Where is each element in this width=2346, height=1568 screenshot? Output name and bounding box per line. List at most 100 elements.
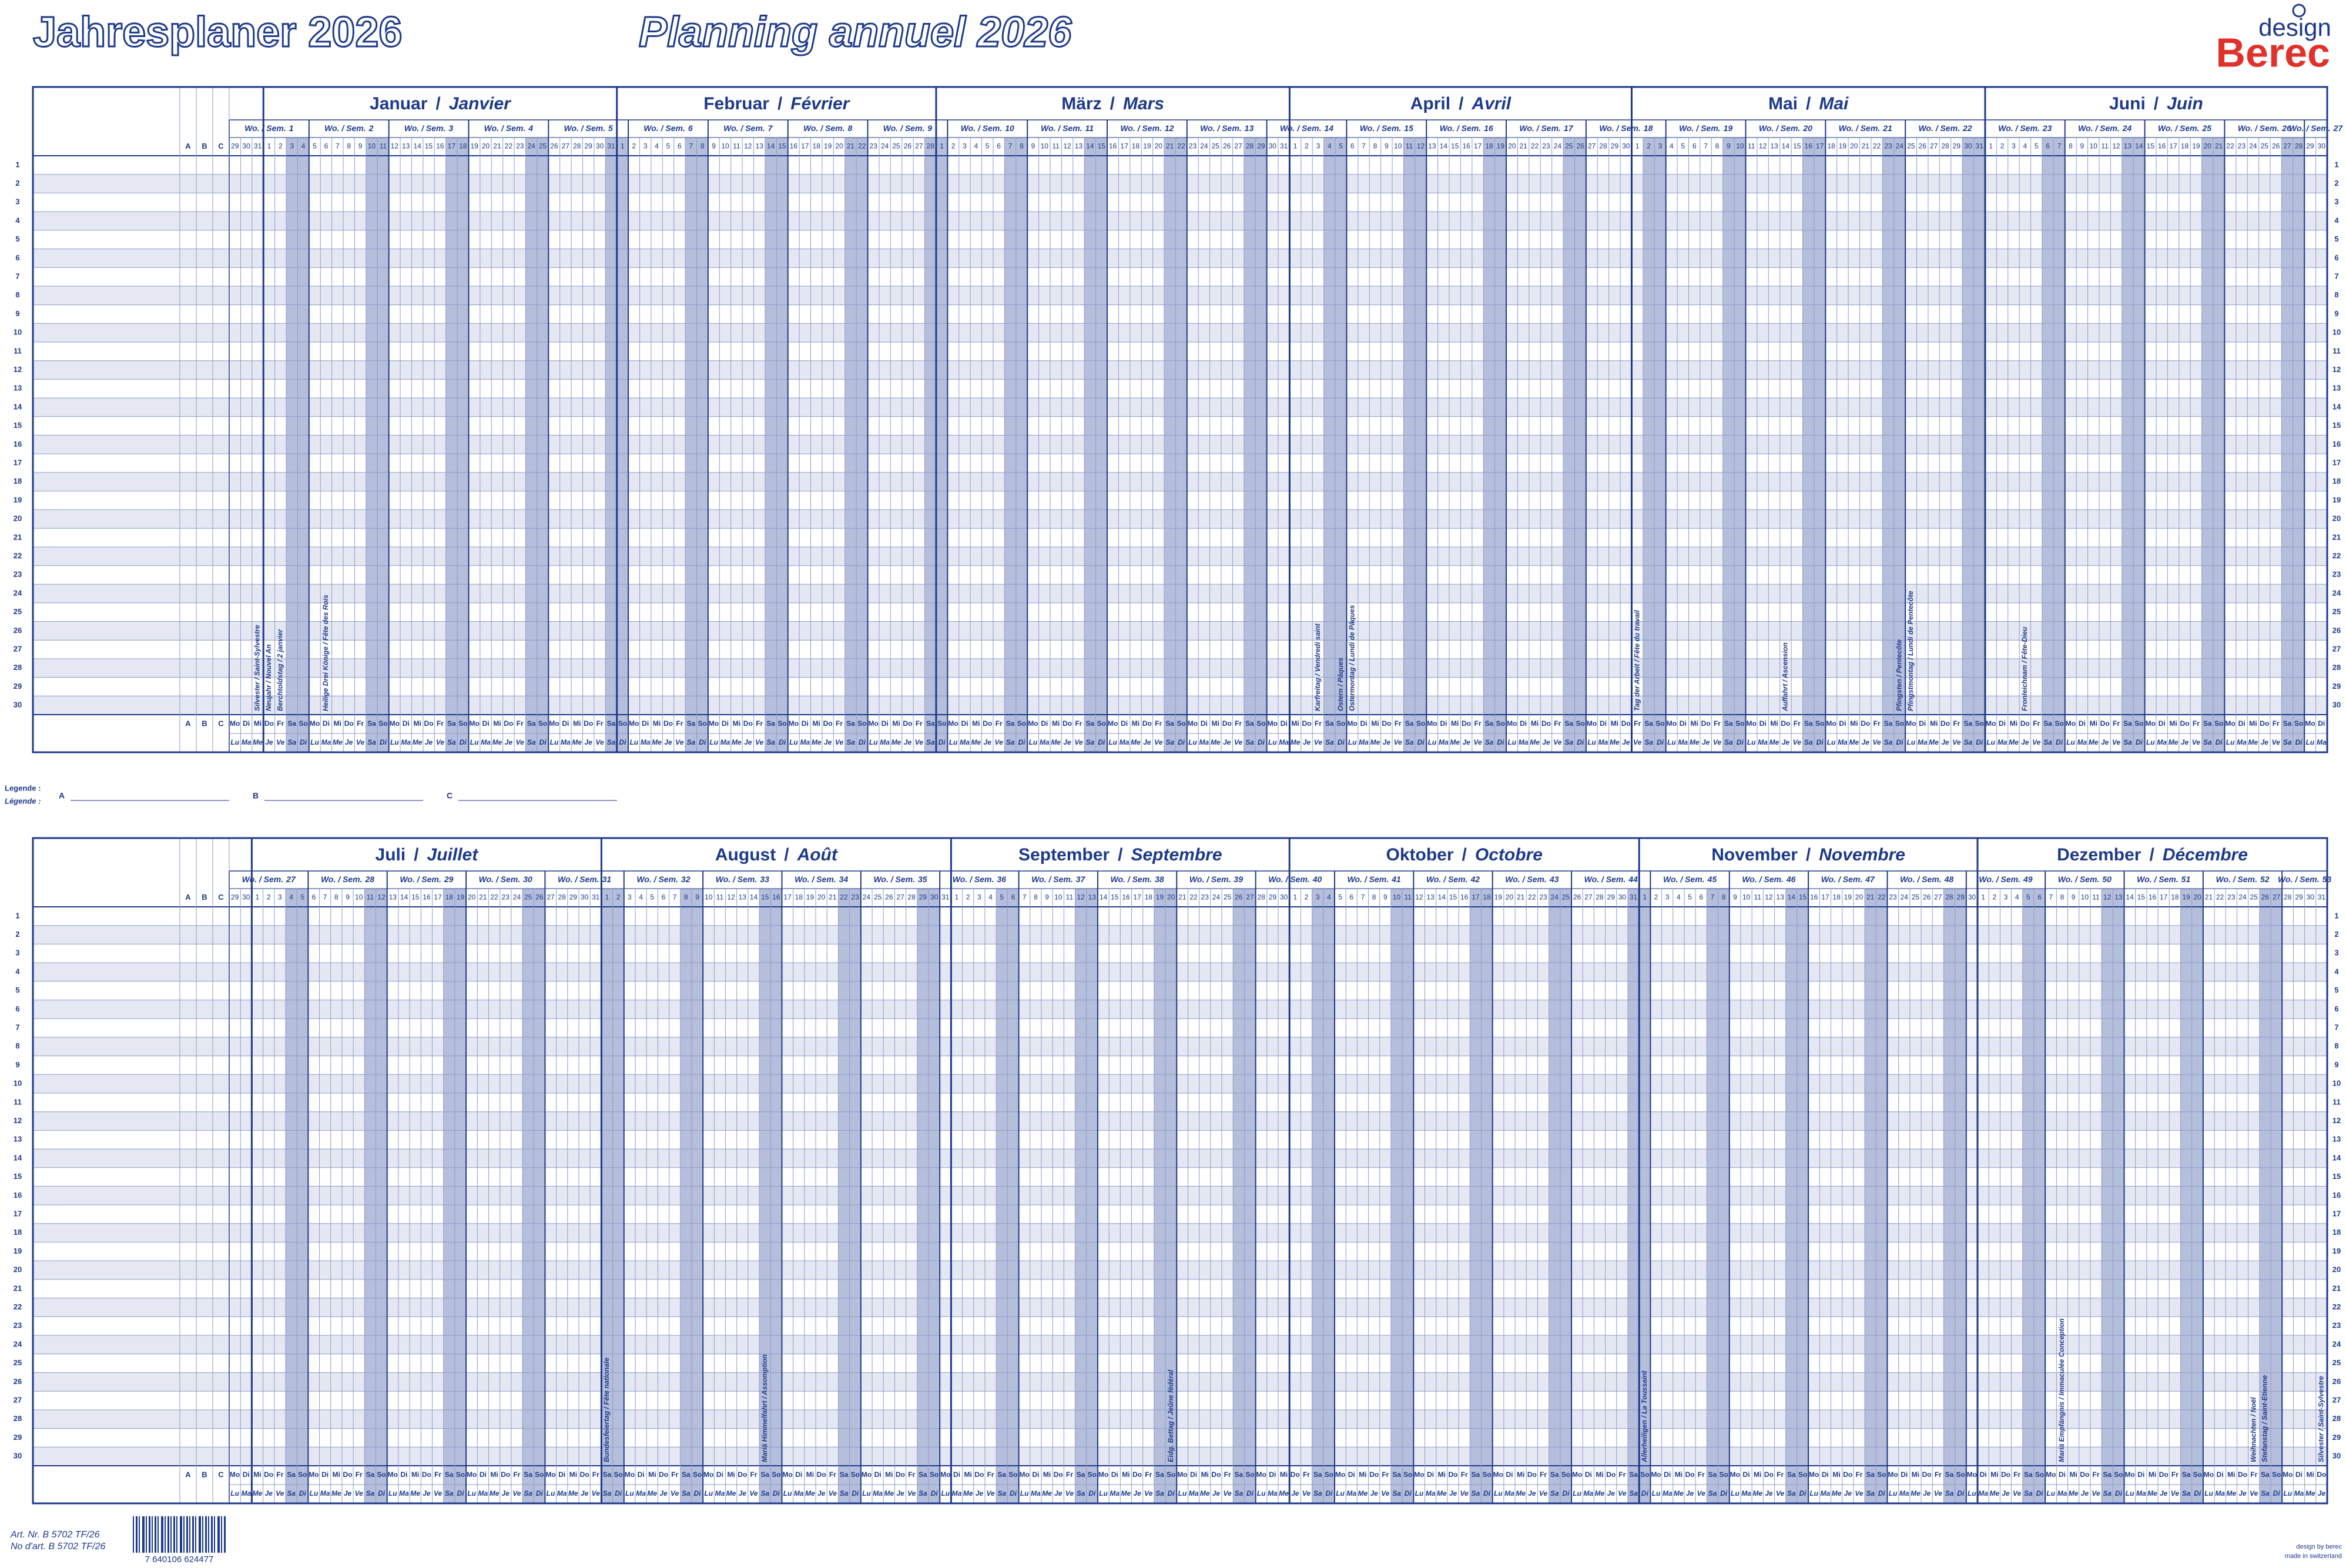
- week-prefix: Wo. / Sem.: [1505, 875, 1547, 884]
- weekday-de: Mi: [806, 1470, 814, 1479]
- week-prefix: Wo. / Sem.: [1584, 875, 1626, 884]
- day-number: 7: [689, 142, 693, 150]
- weekday-de: Di: [953, 1470, 960, 1479]
- day-number: 19: [806, 893, 815, 902]
- row-number: 28: [14, 663, 22, 672]
- weekday-fr: Ma: [1346, 1489, 1356, 1497]
- weekday-de: Fr: [1461, 1470, 1468, 1479]
- row-number: 22: [14, 1302, 22, 1311]
- week-number: 9: [927, 123, 932, 133]
- week-number: 28: [365, 875, 375, 884]
- week-prefix: Wo. / Sem.: [1742, 875, 1784, 884]
- weekday-de: Do: [1606, 1470, 1616, 1479]
- weekday-de: Do: [344, 719, 354, 728]
- weekday-de: Di: [1348, 1470, 1355, 1479]
- weekday-fr: Sa: [1405, 738, 1414, 746]
- weekend-column: [601, 889, 613, 1503]
- weekday-de: Mi: [2169, 719, 2177, 728]
- day-number: 30: [1964, 142, 1972, 150]
- week-prefix: Wo. / Sem.: [1280, 123, 1322, 133]
- weekday-fr: Lu: [1667, 738, 1676, 746]
- weekday-de: Di: [1201, 719, 1208, 728]
- day-number: 13: [1776, 893, 1784, 902]
- day-number: 11: [1748, 142, 1755, 150]
- weekday-fr: Me: [812, 738, 822, 746]
- weekday-fr: Je: [2081, 1489, 2089, 1497]
- holiday-label: Pfingstmontag / Lundi de Pentecôte: [1906, 591, 1915, 711]
- week-prefix: Wo. / Sem.: [1360, 123, 1402, 133]
- weekday-de: So: [2134, 719, 2143, 728]
- week-label: Wo. / Sem. 43: [1505, 875, 1559, 884]
- week-number: 31: [602, 875, 612, 884]
- weekday-fr: Ve: [1618, 1489, 1627, 1497]
- weekday-fr: Ma: [2317, 738, 2327, 746]
- weekday-de: Do: [1222, 719, 1232, 728]
- weekday-fr: Je: [1844, 1489, 1852, 1497]
- weekday-fr: Ve: [2171, 1489, 2180, 1497]
- weekend-column: [2133, 138, 2145, 752]
- weekday-fr: Je: [1383, 738, 1391, 746]
- weekday-fr: Sa: [760, 1489, 769, 1497]
- week-number: 1: [289, 123, 294, 133]
- weekday-fr: Je: [2238, 1489, 2247, 1497]
- legend-item: A: [59, 791, 65, 800]
- weekday-fr: Di: [2036, 1489, 2044, 1497]
- week-label: Wo. / Sem. 33: [716, 875, 769, 884]
- month-name-fr: Septembre: [1131, 845, 1222, 865]
- row-number: 4: [2334, 216, 2339, 225]
- week-prefix: Wo. / Sem.: [564, 123, 605, 133]
- weekday-fr: Di: [1010, 1489, 1017, 1497]
- row-number: 26: [14, 1377, 22, 1386]
- week-label: Wo. / Sem. 21: [1839, 123, 1892, 133]
- weekday-fr: Ma: [242, 738, 252, 746]
- weekday-de: So: [535, 1470, 544, 1479]
- week-label: Wo. / Sem. 34: [795, 875, 848, 884]
- weekday-de: Mi: [413, 719, 421, 728]
- row-number: 10: [2332, 328, 2341, 337]
- weekday-de: Sa: [1644, 719, 1653, 728]
- weekday-fr: Lu: [310, 738, 319, 746]
- week-prefix: Wo. / Sem.: [1268, 875, 1310, 884]
- row-number: 10: [14, 328, 22, 337]
- weekday-fr: Ma: [1741, 1489, 1751, 1497]
- week-number: 7: [768, 123, 773, 133]
- day-number: 1: [267, 142, 272, 150]
- weekday-fr: Ma: [720, 738, 730, 746]
- day-number: 22: [1189, 893, 1198, 902]
- week-number: 8: [847, 123, 852, 133]
- weekday-de: Mo: [2066, 719, 2076, 728]
- weekday-fr: Me: [1051, 738, 1061, 746]
- day-number: 28: [2295, 142, 2303, 150]
- week-label: Wo. / Sem. 23: [1998, 123, 2052, 133]
- week-number: 50: [2102, 875, 2112, 884]
- weekday-de: Do: [1369, 1470, 1379, 1479]
- weekday-de: So: [377, 1470, 386, 1479]
- weekend-column: [1075, 889, 1087, 1503]
- weekday-de: Di: [1506, 1470, 1513, 1479]
- day-number: 30: [1622, 142, 1630, 150]
- weekday-de: So: [298, 1470, 307, 1479]
- weekday-fr: Me: [333, 738, 343, 746]
- day-number: 31: [941, 893, 950, 902]
- weekday-fr: Me: [2305, 1489, 2315, 1497]
- weekday-fr: Lu: [1188, 738, 1197, 746]
- weekday-fr: Sa: [919, 1489, 927, 1497]
- weekday-fr: Ma: [1359, 738, 1369, 746]
- weekday-de: Mo: [310, 719, 320, 728]
- week-number: 19: [1724, 123, 1733, 133]
- weekday-de: Di: [403, 719, 410, 728]
- legend-label-de: Legende :: [5, 783, 41, 792]
- weekday-de: Mo: [782, 1470, 792, 1479]
- row-number: 15: [2332, 1172, 2341, 1181]
- weekday-fr: Lu: [1428, 738, 1437, 746]
- weekday-de: Fr: [1395, 719, 1402, 728]
- weekday-fr: Sa: [846, 738, 855, 746]
- day-number: 4: [289, 893, 293, 902]
- weekday-de: Mo: [629, 719, 639, 728]
- weekend-column: [1797, 889, 1809, 1503]
- weekday-fr: Sa: [1234, 1489, 1243, 1497]
- row-number: 30: [2332, 701, 2341, 709]
- weekday-fr: Ma: [1279, 738, 1289, 746]
- day-number: 3: [1658, 142, 1663, 150]
- weekday-fr: Je: [1063, 738, 1071, 746]
